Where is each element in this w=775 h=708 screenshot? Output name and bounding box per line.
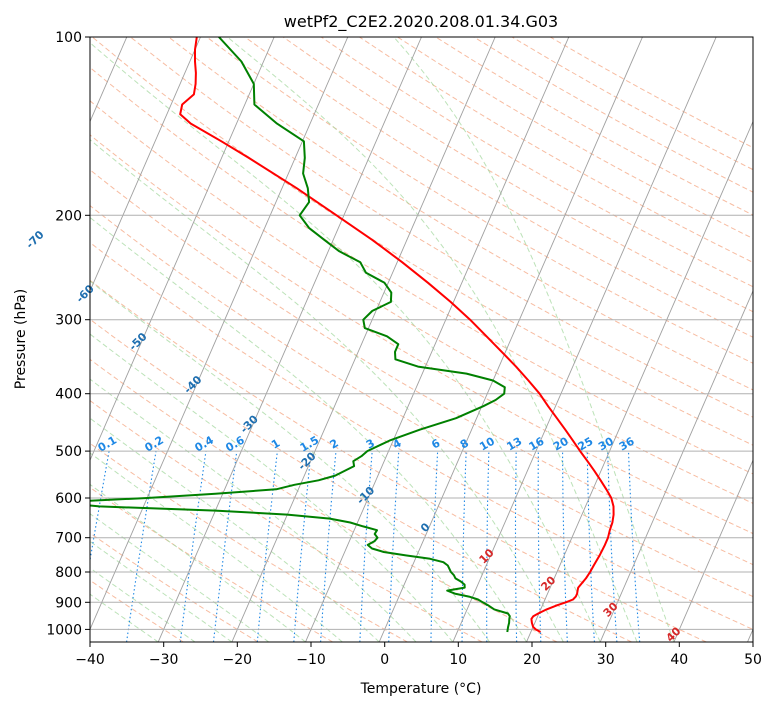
y-axis-label: Pressure (hPa) — [13, 289, 29, 389]
isotherm-line — [526, 120, 753, 642]
chart-title: wetPf2_C2E2.2020.208.01.34.G03 — [284, 12, 558, 32]
x-tick-label: 10 — [449, 652, 467, 668]
dry-adiabat-line — [90, 134, 753, 535]
moist-adiabat-line — [90, 417, 380, 642]
y-tick-label: 800 — [55, 565, 82, 581]
dewpoint-profile — [90, 37, 511, 633]
isotherm-line — [452, 37, 717, 642]
moist-adiabat-line — [393, 37, 675, 642]
y-tick-label: 400 — [55, 387, 82, 403]
sounding-profiles — [90, 37, 615, 633]
dry-adiabat-line — [90, 204, 753, 598]
x-tick-label: 40 — [670, 652, 688, 668]
plot-area — [90, 37, 753, 642]
x-tick-label: 30 — [597, 652, 615, 668]
dry-adiabat-line — [90, 400, 483, 642]
x-tick-label: 50 — [744, 652, 762, 668]
isotherm-line — [90, 37, 349, 631]
dry-adiabats — [90, 37, 753, 642]
y-tick-label: 900 — [55, 595, 82, 611]
dry-adiabat-line — [168, 37, 753, 391]
isotherm-line — [90, 37, 275, 462]
x-axis-label: Temperature (°C) — [360, 681, 482, 697]
background-line-labels: 0.10.20.40.611.52346810131620253036-100-… — [23, 228, 683, 645]
y-tick-label: 1000 — [46, 622, 82, 638]
moist-adiabat-line — [90, 216, 527, 642]
plot-frame — [89, 36, 754, 643]
moist-adiabat-line — [90, 452, 343, 642]
mixing-ratio-line — [293, 451, 312, 642]
moist-adiabat-line — [90, 42, 601, 642]
mixing-ratio-line — [256, 451, 278, 642]
y-tick-label: 500 — [55, 444, 82, 460]
dry-adiabat-line — [90, 318, 632, 642]
x-tick-label: −40 — [75, 652, 105, 668]
isotherm-line — [305, 37, 570, 642]
y-tick-label: 300 — [55, 313, 82, 329]
moist-adiabat-line — [90, 567, 196, 642]
y-tick-label: 200 — [55, 208, 82, 224]
isotherm-line — [599, 289, 753, 642]
x-tick-label: 20 — [523, 652, 541, 668]
x-tick-label: −30 — [149, 652, 179, 668]
isotherm-line — [157, 37, 422, 642]
y-tick-label: 700 — [55, 531, 82, 547]
isotherm-line — [378, 37, 643, 642]
isotherms — [90, 37, 753, 642]
moist-adiabat-line — [90, 378, 417, 642]
moist-adiabat-line — [90, 593, 159, 642]
mixing-ratio-line — [320, 451, 337, 642]
y-axis-ticks: 100 200 300 400 500 600 700 800 900 1000 — [46, 30, 90, 638]
x-tick-label: −10 — [296, 652, 326, 668]
isotherm-line — [90, 37, 201, 293]
dry-adiabat-line — [90, 358, 558, 642]
dry-adiabat-line — [90, 100, 753, 504]
mixing-ratio-line — [212, 451, 238, 642]
x-axis-ticks: −40 −30 −20 −10 0 10 20 30 40 50 — [75, 642, 762, 668]
dry-adiabat-line — [320, 37, 753, 288]
dry-adiabat-line — [90, 579, 184, 642]
isotherm-line — [673, 459, 753, 642]
moist-adiabat-line — [90, 540, 233, 642]
x-tick-label: 0 — [380, 652, 389, 668]
moist-adiabat-line — [90, 280, 491, 642]
isotherm-line — [231, 37, 496, 642]
moist-adiabats — [90, 37, 675, 642]
dry-adiabat-line — [91, 37, 753, 446]
y-tick-label: 100 — [55, 30, 82, 46]
y-tick-label: 600 — [55, 491, 82, 507]
dry-adiabat-line — [90, 486, 333, 642]
dry-adiabat-line — [90, 279, 707, 642]
temperature-profile — [179, 37, 615, 633]
x-tick-label: −20 — [223, 652, 253, 668]
dry-adiabat-line — [130, 37, 753, 418]
dry-adiabat-line — [90, 241, 753, 630]
pressure-gridlines — [90, 37, 753, 630]
